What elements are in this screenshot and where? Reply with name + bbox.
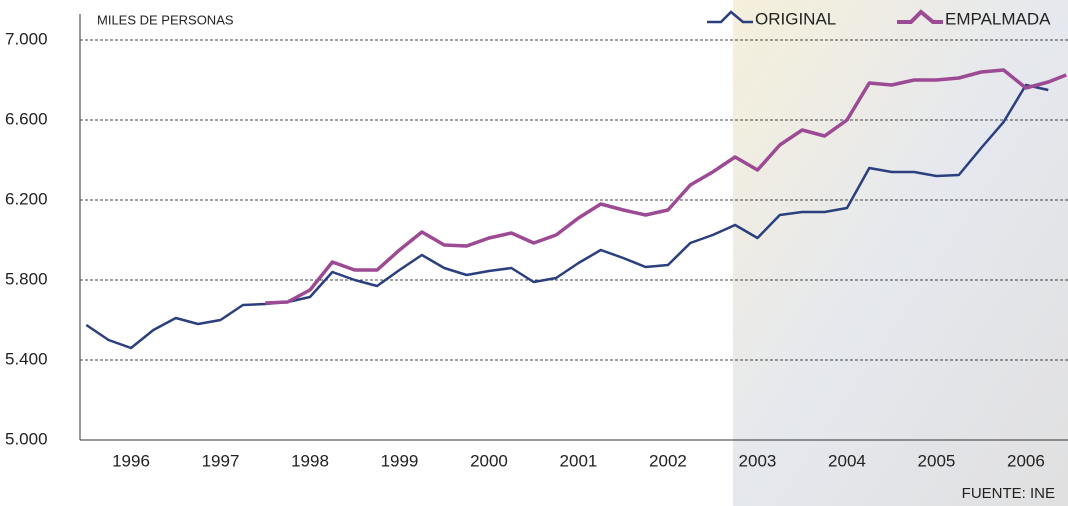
- x-tick-label: 2003: [739, 451, 777, 470]
- y-tick-label: 5.400: [5, 349, 48, 368]
- legend-swatch: [707, 10, 753, 24]
- y-tick-label: 7.000: [5, 29, 48, 48]
- x-tick-label: 2002: [649, 451, 687, 470]
- y-tick-label: 6.600: [5, 109, 48, 128]
- legend-swatch: [897, 9, 943, 24]
- y-axis-label: MILES DE PERSONAS: [97, 12, 234, 27]
- y-tick-label: 6.200: [5, 189, 48, 208]
- x-tick-label: 2001: [560, 451, 598, 470]
- x-tick-label: 1997: [202, 451, 240, 470]
- y-tick-label: 5.000: [5, 429, 48, 448]
- background-photo: [733, 0, 1068, 506]
- y-tick-label: 5.800: [5, 269, 48, 288]
- source: FUENTE: INE: [962, 485, 1055, 502]
- x-tick-label: 1998: [291, 451, 329, 470]
- legend-label: ORIGINAL: [755, 9, 836, 28]
- series-line: [265, 68, 1067, 305]
- x-tick-label: 2005: [918, 451, 956, 470]
- series-line: [85, 83, 1049, 350]
- x-tick-label: 2000: [470, 451, 508, 470]
- x-tick-label: 2004: [828, 451, 866, 470]
- x-tick-label: 1996: [112, 451, 150, 470]
- legend-label: EMPALMADA: [945, 9, 1051, 28]
- x-tick-label: 1999: [381, 451, 419, 470]
- x-tick-label: 2006: [1007, 451, 1045, 470]
